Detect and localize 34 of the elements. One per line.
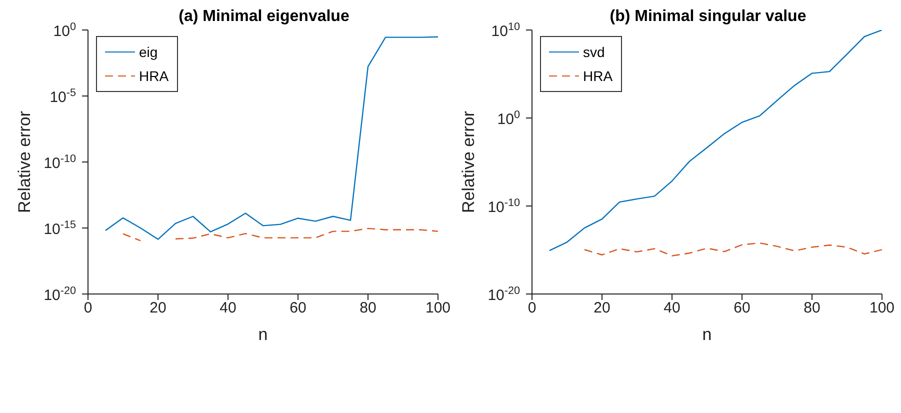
line-series (584, 242, 882, 256)
x-tick-label: 80 (360, 300, 376, 317)
y-tick-label: 10$^{-10}$ (44, 153, 76, 172)
y-axis-title: Relative error (15, 110, 34, 214)
legend-label: HRA (583, 68, 613, 84)
x-tick-label: 60 (290, 300, 306, 317)
x-axis-title: n (258, 325, 268, 344)
chart-title: (b) Minimal singular value (608, 8, 808, 26)
x-tick-label: 40 (664, 300, 680, 317)
y-tick-label: 10$^{-20}$ (488, 285, 520, 304)
x-tick-label: 40 (220, 300, 236, 317)
y-tick-label: 10$^{0}$ (497, 109, 520, 128)
line-series (548, 30, 882, 252)
y-tick-label: 10$^{-5}$ (50, 87, 76, 106)
y-tick-label: 10$^{-10}$ (488, 197, 520, 216)
x-tick-label: 0 (528, 300, 536, 317)
y-axis-title: Relative error (459, 110, 478, 214)
x-tick-label: 100 (869, 300, 895, 317)
x-tick-label: 20 (150, 300, 166, 317)
x-axis-title: n (702, 325, 712, 344)
legend-label: eig (139, 44, 158, 60)
legend-label: HRA (139, 68, 169, 84)
line-series (104, 36, 438, 240)
x-tick-label: 100 (425, 300, 451, 317)
x-tick-label: 0 (84, 300, 92, 317)
y-tick-label: 10$^{10}$ (491, 21, 520, 40)
chart-title: (a) Minimal eigenvalue (178, 8, 350, 26)
y-tick-label: 10$^{-15}$ (44, 219, 76, 238)
legend-label: svd (583, 44, 605, 60)
x-tick-label: 20 (594, 300, 610, 317)
y-tick-label: 10$^{-20}$ (44, 285, 76, 304)
x-tick-label: 60 (734, 300, 750, 317)
x-tick-label: 80 (804, 300, 820, 317)
y-tick-label: 10$^{0}$ (53, 21, 76, 40)
